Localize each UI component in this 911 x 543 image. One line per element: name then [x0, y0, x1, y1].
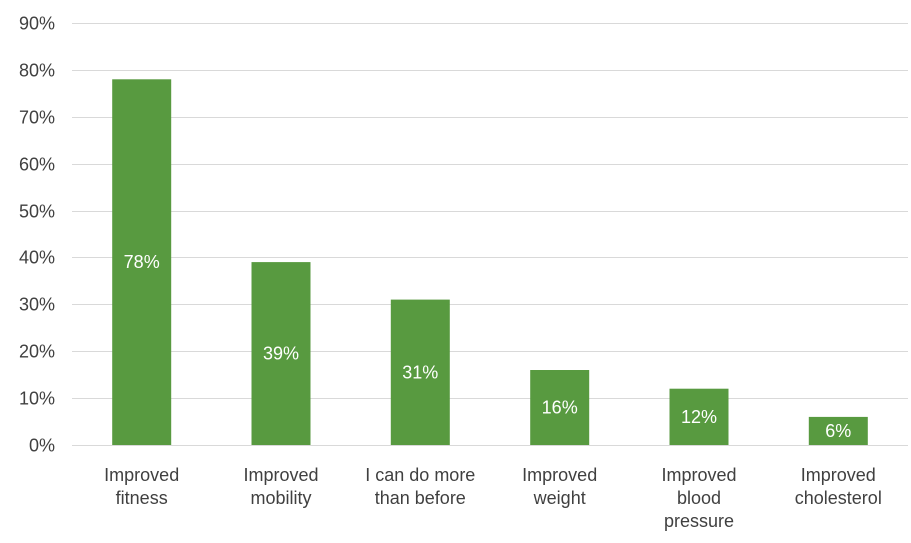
data-label-5: 6%	[825, 421, 851, 441]
data-label-4: 12%	[681, 407, 717, 427]
x-tick-label-line: Improved	[661, 465, 736, 485]
y-tick-label-30: 30%	[19, 295, 55, 315]
x-tick-label-line: mobility	[250, 488, 311, 508]
bar-3	[530, 370, 590, 445]
bar-5	[808, 416, 868, 445]
data-label-0: 78%	[124, 252, 160, 272]
data-labels: 78% 39% 31% 16% 12% 6%	[124, 252, 852, 441]
x-axis-category-labels: Improved fitness Improved mobility I can do …	[104, 465, 882, 531]
y-axis-tick-labels: 0% 10% 20% 30% 40% 50% 60% 70% 80% 90%	[19, 14, 55, 456]
x-tick-label-line: fitness	[116, 488, 168, 508]
gridlines	[72, 23, 908, 446]
y-tick-label-80: 80%	[19, 61, 55, 81]
x-tick-label-line: Improved	[801, 465, 876, 485]
bar-0	[112, 79, 172, 446]
x-tick-label-line: pressure	[664, 511, 734, 531]
y-tick-label-0: 0%	[29, 436, 55, 456]
x-tick-label-line: Improved	[104, 465, 179, 485]
x-tick-label-line: than before	[375, 488, 466, 508]
y-tick-label-10: 10%	[19, 389, 55, 409]
x-tick-label-line: weight	[533, 488, 586, 508]
y-tick-label-40: 40%	[19, 248, 55, 268]
x-tick-label-line: cholesterol	[795, 488, 882, 508]
x-tick-label-line: Improved	[522, 465, 597, 485]
y-tick-label-50: 50%	[19, 202, 55, 222]
data-label-1: 39%	[263, 344, 299, 364]
bar-4	[669, 388, 729, 445]
x-tick-label-3: Improved weight	[522, 465, 597, 508]
data-label-3: 16%	[542, 398, 578, 418]
x-tick-label-line: blood	[677, 488, 721, 508]
bars	[112, 79, 868, 446]
x-tick-label-1: Improved mobility	[243, 465, 318, 508]
data-label-2: 31%	[402, 362, 438, 382]
x-tick-label-line: I can do more	[365, 465, 475, 485]
y-tick-label-20: 20%	[19, 342, 55, 362]
y-tick-label-60: 60%	[19, 155, 55, 175]
x-tick-label-2: I can do more than before	[365, 465, 475, 508]
bar-2	[390, 299, 450, 445]
x-tick-label-4: Improved blood pressure	[661, 465, 736, 531]
x-tick-label-5: Improved cholesterol	[795, 465, 882, 508]
x-tick-label-0: Improved fitness	[104, 465, 179, 508]
x-tick-label-line: Improved	[243, 465, 318, 485]
y-tick-label-90: 90%	[19, 14, 55, 34]
bar-1	[251, 262, 311, 445]
y-tick-label-70: 70%	[19, 108, 55, 128]
